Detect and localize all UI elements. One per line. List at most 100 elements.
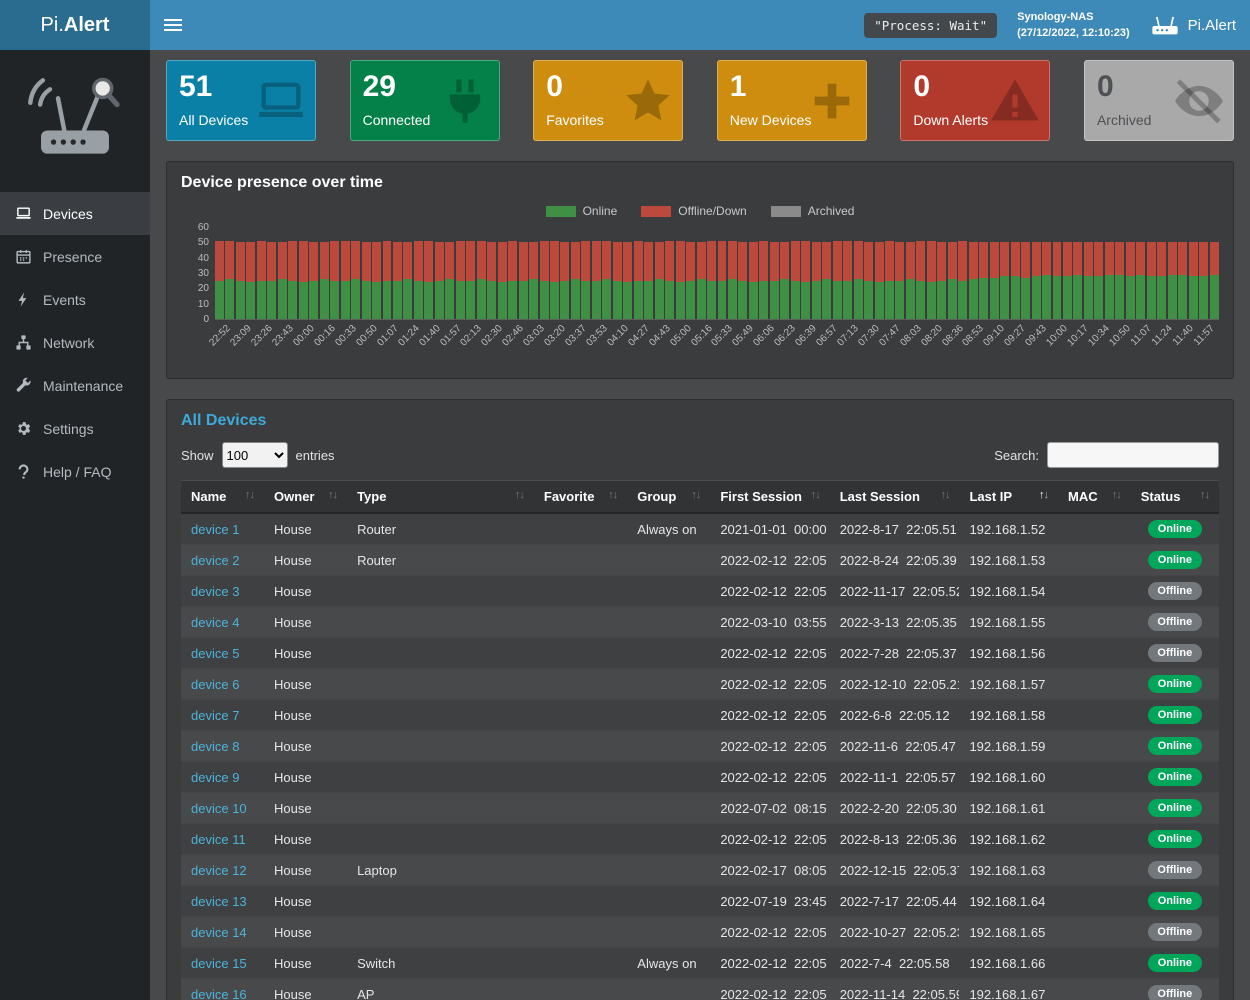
- column-header-mac[interactable]: ↑↓ MAC: [1058, 480, 1131, 514]
- column-header-first-session[interactable]: ↑↓ First Session: [710, 480, 830, 514]
- app-logo[interactable]: Pi. Alert: [0, 0, 150, 50]
- search-input[interactable]: [1047, 442, 1219, 468]
- legend-item-online[interactable]: Online: [545, 204, 617, 218]
- cell-status: Offline: [1130, 637, 1219, 669]
- device-link[interactable]: device 14: [191, 924, 247, 940]
- info-box-connected[interactable]: 29 Connected: [349, 60, 500, 141]
- cell-status: Online: [1130, 761, 1219, 793]
- device-link[interactable]: device 3: [191, 583, 240, 599]
- cell-last-session: 2022-11-14 22:05.59: [829, 978, 960, 1000]
- column-header-last-session[interactable]: ↑↓ Last Session: [829, 480, 960, 514]
- column-header-status[interactable]: ↑↓ Status: [1130, 480, 1219, 514]
- offline-segment: [654, 242, 664, 280]
- sidebar-item-label: Settings: [43, 420, 94, 437]
- presence-bar: [665, 240, 675, 319]
- cell-first-session: 2022-03-10 03:55: [710, 606, 830, 638]
- header-brand[interactable]: Pi.Alert: [1150, 13, 1236, 37]
- presence-bar: [1146, 242, 1156, 319]
- online-segment: [738, 280, 748, 319]
- device-link[interactable]: device 12: [191, 862, 247, 878]
- cell-last-session: 2022-8-24 22:05.39: [829, 544, 960, 576]
- presence-bar: [455, 240, 465, 319]
- cell-status: Online: [1130, 823, 1219, 855]
- column-header-name[interactable]: ↑↓ Name: [181, 480, 265, 514]
- table-row: device 1 House Router Always on 2021-01-01 0…: [181, 512, 1219, 545]
- column-header-owner[interactable]: ↑↓ Owner: [264, 480, 348, 514]
- info-box-all-devices[interactable]: 51 All Devices: [166, 60, 316, 141]
- y-tick-label: 10: [197, 298, 209, 310]
- online-segment: [570, 279, 580, 319]
- sidebar-toggle-button[interactable]: [150, 0, 196, 50]
- presence-bar: [1125, 242, 1135, 319]
- offline-segment: [822, 242, 832, 280]
- device-link[interactable]: device 2: [191, 552, 240, 568]
- online-segment: [225, 279, 235, 319]
- sidebar-item-settings[interactable]: Settings: [0, 407, 150, 450]
- device-link[interactable]: device 13: [191, 893, 247, 909]
- cell-last-ip: 192.168.1.56: [959, 637, 1059, 669]
- device-link[interactable]: device 8: [191, 738, 240, 754]
- offline-segment: [801, 240, 811, 283]
- presence-bar: [895, 242, 905, 319]
- sidebar-item-presence[interactable]: Presence: [0, 235, 150, 278]
- cell-type: [347, 699, 534, 731]
- cell-type: Switch: [347, 947, 534, 979]
- legend-item-offline-down[interactable]: Offline/Down: [641, 204, 747, 218]
- presence-bar: [738, 242, 748, 319]
- sidebar-item-devices[interactable]: Devices: [0, 192, 150, 235]
- online-segment: [309, 280, 319, 319]
- info-box-down-alerts[interactable]: 0 Down Alerts: [900, 60, 1051, 141]
- sidebar: Devices Presence Events Network Maintenance S…: [0, 50, 150, 1000]
- column-header-label: Owner: [274, 489, 315, 504]
- presence-bar: [372, 242, 381, 319]
- device-link[interactable]: device 7: [191, 707, 240, 723]
- info-box-new-devices[interactable]: 1 New Devices: [716, 60, 867, 141]
- sidebar-menu: Devices Presence Events Network Maintenance S…: [0, 192, 150, 493]
- cell-last-session: 2022-11-1 22:05.57: [829, 761, 960, 793]
- presence-bar: [351, 240, 361, 319]
- device-link[interactable]: device 4: [191, 614, 240, 630]
- nas-name: Synology-NAS: [1017, 10, 1094, 23]
- device-link[interactable]: device 9: [191, 769, 240, 785]
- column-header-last-ip[interactable]: ↑↓ Last IP: [959, 480, 1059, 514]
- cell-last-session: 2022-3-13 22:05.35: [829, 606, 960, 638]
- sidebar-item-maintenance[interactable]: Maintenance: [0, 364, 150, 407]
- offline-segment: [445, 242, 455, 280]
- presence-bar: [686, 242, 696, 319]
- device-link[interactable]: device 10: [191, 800, 247, 816]
- sidebar-item-events[interactable]: Events: [0, 278, 150, 321]
- page-length-select[interactable]: 100: [221, 442, 288, 468]
- sidebar-item-help-faq[interactable]: Help / FAQ: [0, 450, 150, 493]
- device-link[interactable]: device 6: [191, 676, 240, 692]
- online-segment: [696, 279, 706, 319]
- search-label: Search:: [994, 447, 1039, 463]
- presence-bar: [727, 240, 737, 319]
- info-box-value: 0: [913, 70, 931, 103]
- info-box-archived[interactable]: 0 Archived: [1083, 60, 1234, 141]
- sidebar-item-network[interactable]: Network: [0, 321, 150, 364]
- cell-type: [347, 761, 534, 793]
- online-segment: [979, 277, 989, 319]
- cell-status: Online: [1130, 668, 1219, 700]
- device-link[interactable]: device 16: [191, 986, 247, 1000]
- table-row: device 8 House 2022-02-12 22:05 2022-11-6 2…: [181, 730, 1219, 762]
- online-segment: [466, 280, 476, 319]
- device-link[interactable]: device 15: [191, 955, 247, 971]
- offline-segment: [581, 240, 591, 281]
- legend-item-archived[interactable]: Archived: [770, 204, 854, 218]
- online-segment: [1199, 276, 1209, 319]
- cell-mac: [1058, 947, 1131, 979]
- column-header-type[interactable]: ↑↓ Type: [347, 480, 534, 514]
- devices-table-body: device 1 House Router Always on 2021-01-01 0…: [181, 512, 1219, 1000]
- online-segment: [686, 280, 696, 319]
- router-icon: [1150, 13, 1180, 37]
- device-link[interactable]: device 5: [191, 645, 240, 661]
- info-box-favorites[interactable]: 0 Favorites: [533, 60, 684, 141]
- column-header-group[interactable]: ↑↓ Group: [627, 480, 711, 514]
- cell-status: Online: [1130, 792, 1219, 824]
- device-link[interactable]: device 1: [191, 521, 240, 537]
- device-link[interactable]: device 11: [191, 831, 246, 847]
- table-row: device 5 House 2022-02-12 22:05 2022-7-28 2…: [181, 637, 1219, 669]
- column-header-favorite[interactable]: ↑↓ Favorite: [533, 480, 628, 514]
- online-segment: [947, 279, 957, 319]
